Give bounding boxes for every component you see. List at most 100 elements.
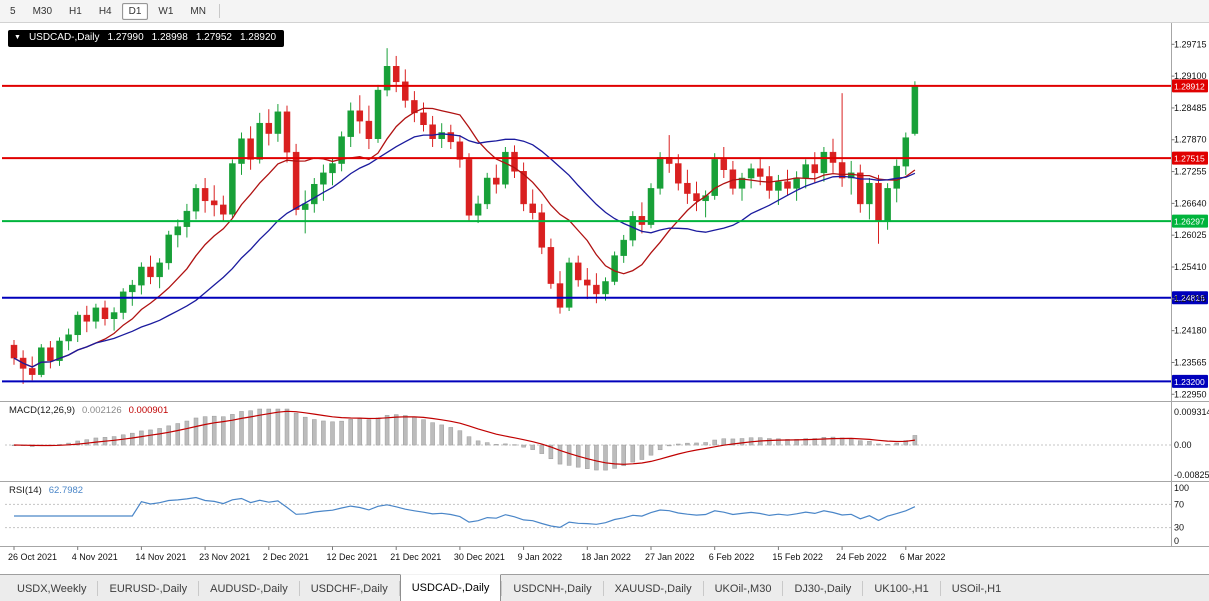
timeframe-button-h1[interactable]: H1 (69, 5, 82, 17)
svg-text:1.25410: 1.25410 (1174, 262, 1207, 272)
svg-text:0: 0 (1174, 536, 1179, 546)
ohlc-high: 1.28998 (151, 32, 188, 43)
svg-text:1.26297: 1.26297 (1174, 217, 1205, 227)
macd-axis: 0.009314 0.00 -0.008256 (1174, 407, 1209, 480)
svg-text:1.24816: 1.24816 (1174, 293, 1205, 303)
svg-text:1.24795: 1.24795 (1174, 294, 1207, 304)
svg-text:9 Jan 2022: 9 Jan 2022 (518, 552, 563, 562)
svg-text:23 Nov 2021: 23 Nov 2021 (199, 552, 250, 562)
tab-separator (398, 581, 400, 596)
rsi-indicator-label: RSI(14) 62.7982 (9, 485, 83, 496)
timeframe-button-mn[interactable]: MN (190, 5, 206, 17)
svg-text:27 Jan 2022: 27 Jan 2022 (645, 552, 695, 562)
time-axis[interactable]: 26 Oct 2021 4 Nov 2021 14 Nov 2021 23 Nov 2… (8, 546, 946, 563)
price-badge-1-23200: 1.23200 (1172, 374, 1208, 388)
svg-text:4 Nov 2021: 4 Nov 2021 (72, 552, 118, 562)
macd-signal-value: 0.000901 (128, 405, 169, 416)
symbol-tabbar: USDX,Weekly EURUSD-,Daily AUDUSD-,Daily USD… (0, 574, 1209, 601)
svg-text:30 Dec 2021: 30 Dec 2021 (454, 552, 505, 562)
svg-text:0.009314: 0.009314 (1174, 407, 1209, 417)
ohlc-close: 1.28920 (239, 32, 277, 43)
svg-text:2 Dec 2021: 2 Dec 2021 (263, 552, 309, 562)
svg-text:15 Feb 2022: 15 Feb 2022 (772, 552, 823, 562)
tab-uk100-h1[interactable]: UK100-,H1 (874, 582, 929, 595)
tab-separator (298, 581, 300, 596)
tab-separator (939, 581, 941, 596)
svg-text:6 Mar 2022: 6 Mar 2022 (900, 552, 946, 562)
tab-eurusd-daily[interactable]: EURUSD-,Daily (109, 582, 188, 595)
svg-text:1.26025: 1.26025 (1174, 230, 1207, 240)
svg-text:70: 70 (1174, 499, 1184, 509)
svg-text:1.28912: 1.28912 (1174, 81, 1205, 91)
svg-text:18 Jan 2022: 18 Jan 2022 (581, 552, 631, 562)
macd-name: MACD(12,26,9) (9, 405, 75, 416)
macd-main-value: 0.002126 (82, 405, 122, 416)
timeframe-button-5[interactable]: 5 (10, 5, 16, 17)
ma-slow-line (13, 133, 916, 368)
dropdown-triangle-icon: ▼ (14, 34, 21, 41)
tab-separator (862, 581, 864, 596)
tab-usdcad-daily[interactable]: USDCAD-,Daily (399, 574, 502, 601)
price-badge-1-27515: 1.27515 (1172, 151, 1208, 165)
svg-text:6 Feb 2022: 6 Feb 2022 (709, 552, 755, 562)
timeframe-toolbar: 5 M30 H1 H4 D1 W1 MN (0, 0, 1209, 23)
svg-text:0.00: 0.00 (1174, 440, 1192, 450)
price-badge-1-26297: 1.26297 (1172, 214, 1208, 228)
svg-text:26 Oct 2021: 26 Oct 2021 (8, 552, 57, 562)
svg-text:1.29715: 1.29715 (1174, 39, 1207, 49)
svg-text:1.28485: 1.28485 (1174, 103, 1207, 113)
svg-text:1.23200: 1.23200 (1174, 377, 1205, 387)
tab-separator (198, 581, 200, 596)
macd-signal-line (13, 410, 915, 465)
rsi-name: RSI(14) (9, 485, 42, 496)
svg-text:1.26640: 1.26640 (1174, 198, 1207, 208)
svg-text:1.24180: 1.24180 (1174, 326, 1207, 336)
tab-usdchf-daily[interactable]: USDCHF-,Daily (310, 582, 388, 595)
timeframe-button-m30[interactable]: M30 (32, 5, 53, 17)
ohlc-open: 1.27990 (107, 32, 144, 43)
svg-text:1.27870: 1.27870 (1174, 135, 1207, 145)
tab-usoil-h1[interactable]: USOil-,H1 (951, 582, 1002, 595)
svg-text:1.23565: 1.23565 (1174, 357, 1207, 367)
tab-ukoil-m30[interactable]: UKOil-,M30 (714, 582, 772, 595)
toolbar-separator (218, 4, 220, 18)
svg-text:12 Dec 2021: 12 Dec 2021 (327, 552, 378, 562)
svg-text:30: 30 (1174, 523, 1184, 533)
price-badge-1-28912: 1.28912 (1172, 79, 1208, 93)
timeframe-button-w1[interactable]: W1 (158, 5, 174, 17)
candlestick-series (10, 48, 919, 384)
svg-text:1.27515: 1.27515 (1174, 154, 1205, 164)
tab-xauusd-daily[interactable]: XAUUSD-,Daily (614, 582, 692, 595)
svg-text:1.27255: 1.27255 (1174, 167, 1207, 177)
svg-text:-0.008256: -0.008256 (1174, 470, 1209, 480)
tab-separator (702, 581, 704, 596)
tab-separator (602, 581, 604, 596)
tab-audusd-daily[interactable]: AUDUSD-,Daily (210, 582, 288, 595)
chart-title[interactable]: ▼ USDCAD-,Daily 1.27990 1.28998 1.27952 … (8, 30, 285, 47)
svg-text:1.22950: 1.22950 (1174, 389, 1207, 399)
svg-text:1.29100: 1.29100 (1174, 71, 1207, 81)
ohlc-low: 1.27952 (195, 32, 232, 43)
price-badge-1-24816: 1.24816 (1172, 291, 1208, 305)
rsi-axis: 100 70 30 0 (1174, 483, 1189, 546)
tab-separator (501, 581, 503, 596)
tab-usdcnh-daily[interactable]: USDCNH-,Daily (513, 582, 592, 595)
price-axis[interactable]: 1.29715 1.29100 1.28485 1.27870 1.27255 1.266… (1171, 39, 1207, 399)
rsi-line (14, 496, 916, 529)
svg-text:100: 100 (1174, 483, 1189, 493)
timeframe-button-h4[interactable]: H4 (98, 5, 112, 17)
svg-text:14 Nov 2021: 14 Nov 2021 (135, 552, 186, 562)
timeframe-button-d1[interactable]: D1 (121, 2, 149, 20)
tab-usdx-weekly[interactable]: USDX,Weekly (17, 582, 87, 595)
svg-text:24 Feb 2022: 24 Feb 2022 (836, 552, 887, 562)
ma-fast-line (13, 107, 916, 368)
tab-dj30-daily[interactable]: DJ30-,Daily (794, 582, 852, 595)
tab-separator (782, 581, 784, 596)
tab-separator (97, 581, 99, 596)
svg-text:21 Dec 2021: 21 Dec 2021 (390, 552, 441, 562)
macd-indicator-label: MACD(12,26,9) 0.002126 0.000901 (9, 405, 168, 416)
chart-symbol-label: USDCAD-,Daily (28, 32, 100, 43)
rsi-value: 62.7982 (48, 485, 84, 496)
